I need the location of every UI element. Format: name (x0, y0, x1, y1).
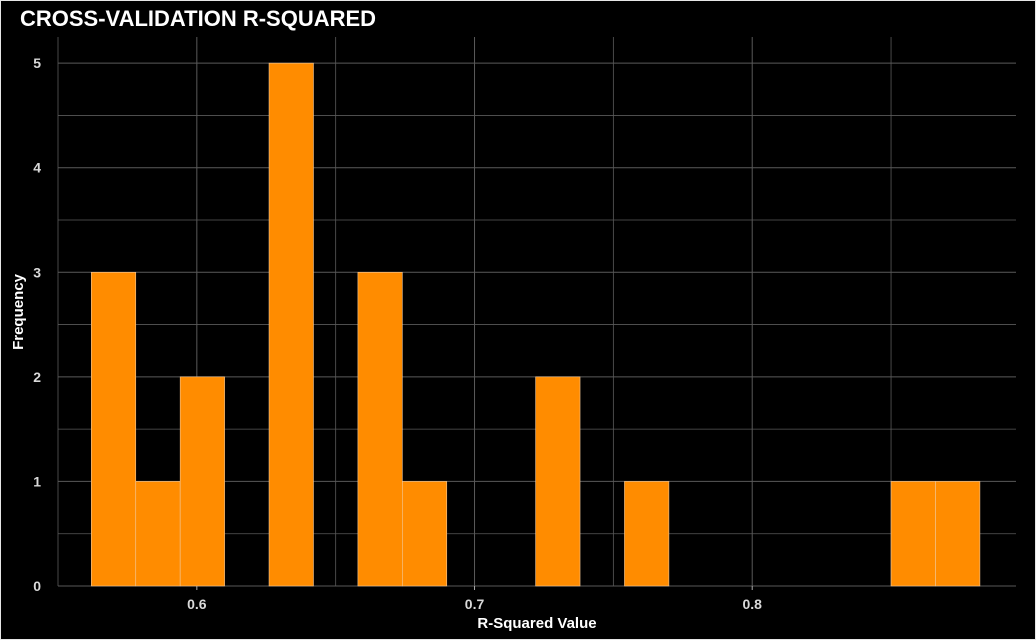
y-tick-label: 2 (33, 369, 41, 385)
histogram-bar (890, 481, 936, 587)
histogram-bar (624, 481, 670, 587)
y-tick-label: 4 (33, 160, 41, 176)
histogram-bars (91, 62, 981, 587)
y-tick-label: 3 (33, 264, 41, 280)
x-tick-label: 0.8 (742, 596, 762, 612)
y-tick-label: 1 (33, 473, 41, 489)
x-tick-label: 0.6 (187, 596, 207, 612)
x-axis-title: R-Squared Value (477, 615, 596, 632)
histogram-bar (357, 271, 403, 587)
axis-ticks (196, 586, 753, 590)
histogram-bar (135, 481, 181, 587)
y-axis-title: Frequency (10, 273, 27, 350)
y-tick-label: 0 (33, 578, 41, 594)
y-tick-label: 5 (33, 55, 41, 71)
histogram-bar (535, 376, 581, 587)
y-tick-labels: 0 1 2 3 4 5 (33, 55, 41, 594)
histogram-bar (268, 62, 314, 587)
histogram-bar (179, 376, 225, 587)
histogram-bar (402, 481, 448, 587)
x-tick-label: 0.7 (465, 596, 485, 612)
histogram-bar (91, 271, 137, 587)
x-tick-labels: 0.6 0.7 0.8 (187, 596, 762, 612)
chart-title: CROSS-VALIDATION R-SQUARED (20, 6, 377, 31)
histogram-bar (935, 481, 981, 587)
